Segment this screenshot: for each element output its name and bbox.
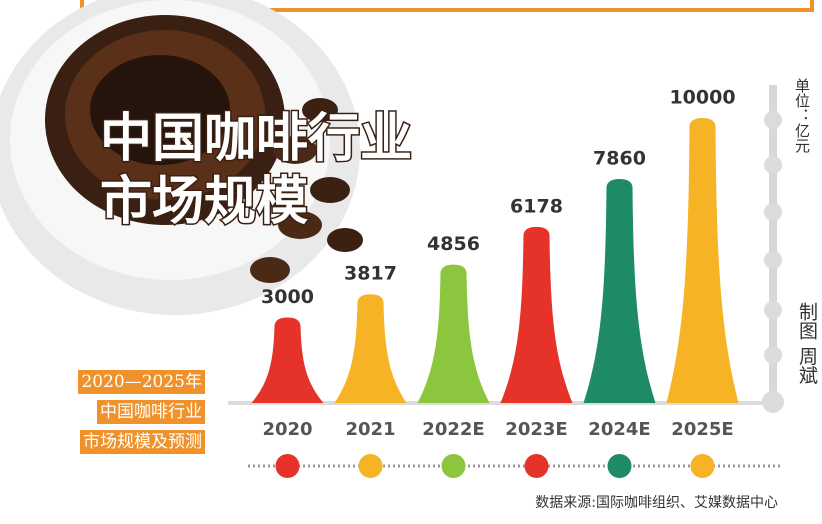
bar bbox=[251, 317, 324, 403]
title-line: 中国咖啡行业 bbox=[100, 109, 412, 169]
bar bbox=[417, 264, 490, 403]
legend-dot bbox=[690, 454, 715, 478]
legend-dot bbox=[524, 454, 549, 478]
value-label: 3000 bbox=[261, 286, 314, 308]
source: 数据来源:国际咖啡组织、艾媒数据中心 bbox=[535, 495, 778, 511]
x-tick-label: 2024E bbox=[588, 419, 650, 440]
x-tick-label: 2023E bbox=[505, 419, 567, 440]
x-tick-label: 2022E bbox=[422, 419, 484, 440]
bar bbox=[666, 118, 739, 403]
coffee-cup bbox=[0, 0, 363, 315]
bar bbox=[334, 294, 407, 403]
value-label: 3817 bbox=[344, 263, 397, 285]
legend-dot bbox=[441, 454, 466, 478]
value-label: 10000 bbox=[669, 87, 735, 109]
x-tick-label: 2021 bbox=[345, 419, 395, 440]
x-tick-label: 2025E bbox=[671, 419, 733, 440]
unit: 单位：亿元 bbox=[793, 78, 811, 153]
x-tick-label: 2020 bbox=[262, 419, 312, 440]
subtitle-line: 中国咖啡行业 bbox=[97, 400, 205, 424]
legend-dot bbox=[358, 454, 383, 478]
subtitle-line: 2020—2025年 bbox=[78, 370, 205, 394]
bar bbox=[583, 178, 656, 403]
title: 中国咖啡行业 市场规模 bbox=[99, 108, 414, 234]
legend-dot bbox=[275, 454, 300, 478]
value-label: 4856 bbox=[427, 233, 480, 255]
legend-dot bbox=[607, 454, 632, 478]
title-line: 市场规模 bbox=[100, 172, 308, 232]
frame bbox=[80, 0, 814, 12]
bar bbox=[500, 226, 573, 403]
subtitle-line: 市场规模及预测 bbox=[80, 430, 205, 454]
right-rail bbox=[762, 85, 784, 413]
credit: 制图 周斌 bbox=[796, 302, 818, 385]
value-label: 6178 bbox=[510, 195, 563, 217]
value-label: 7860 bbox=[593, 147, 646, 169]
